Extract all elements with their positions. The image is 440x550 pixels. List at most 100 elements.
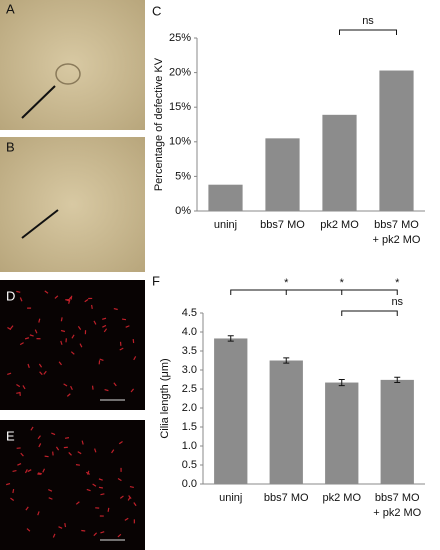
y-tick-label: 1.0 [182,440,197,452]
cilium [130,388,135,393]
y-tick-label: 10% [169,136,191,148]
x-tick-label: bbs7 MO [260,219,305,231]
cilium [37,435,41,440]
cilium [58,361,63,366]
bar [322,114,357,211]
cilium [25,506,29,511]
y-axis-label: Percentage of defective KV [153,57,165,191]
cilia [5,290,137,538]
cilium [133,502,137,507]
cilium [17,463,22,466]
cilium [128,495,132,500]
panel-label: E [6,428,15,443]
micrograph [0,137,145,272]
arrow [21,85,56,119]
bar [214,338,248,484]
y-tick-label: 0% [175,205,191,217]
cilium [44,455,49,458]
cilium [77,451,82,455]
cilium [38,443,42,448]
cilium [51,432,56,436]
cilium [37,472,42,475]
cilium [26,528,31,532]
cilium [98,486,103,489]
cilium [100,493,105,496]
cilium [10,325,14,330]
y-tick-label: 0.0 [182,478,197,490]
annotation: ns [391,296,403,308]
cilium [125,325,130,328]
cilium [37,511,40,516]
cilium [87,470,90,475]
y-tick-label: 5% [175,170,191,182]
cilium [93,320,97,325]
cilium [60,317,63,322]
cilium [91,304,93,310]
bar [265,138,300,211]
x-tick-label: pk2 MO [322,492,361,504]
panel-label: D [6,288,15,303]
cilium [81,440,84,445]
cilium [68,296,72,301]
cilium [121,318,127,321]
panel-label: A [6,1,15,16]
cilium [68,451,72,456]
annotation: * [340,277,345,289]
error-bar [338,379,345,387]
cilium [7,372,12,375]
cilium [92,483,97,487]
cilium [64,523,67,528]
error-bar [283,357,290,364]
cilium [38,363,43,368]
y-tick-label: 2.5 [182,383,197,395]
cilium [70,351,75,355]
cilium [119,347,124,351]
cilium [10,497,15,501]
cilium [44,290,49,294]
cilium [91,385,94,390]
cilium [68,299,71,304]
bracket [341,310,398,316]
cilium [84,299,89,303]
x-tick-label: pk2 MO [320,219,359,231]
cilium [19,297,23,302]
cilium [113,382,117,387]
cilium [19,342,24,346]
x-tick-label: bbs7 MO + pk2 MO [373,492,421,519]
y-tick-label: 2.0 [182,402,197,414]
bracket [339,29,397,35]
bar [379,70,414,211]
cilium [48,489,53,492]
panel-label: F [152,273,160,288]
cilium [7,327,12,331]
cilium [71,334,75,339]
kv-outline [55,63,81,85]
cilium [55,446,60,451]
cilium [34,329,38,334]
cilium [48,497,53,500]
cilium [12,488,15,494]
cilium [86,488,91,492]
cilium [58,526,63,529]
cilium [42,468,46,473]
cilium [70,295,73,300]
cilium [54,295,59,299]
cilium [107,507,110,512]
x-tick-label: bbs7 MO [264,492,309,504]
error-bar [227,335,234,342]
annotation: * [395,277,400,289]
cilium [24,337,30,340]
y-tick-label: 20% [169,67,191,79]
cilium [75,464,81,466]
cilium [98,478,103,481]
cilium [27,363,30,368]
cilium [93,532,98,537]
cilium [117,478,122,482]
x-tick-label: uninj [214,219,237,231]
cilium [101,317,107,320]
cilium [94,448,97,453]
bracket [230,289,398,295]
cilium [66,393,71,397]
bar [208,184,243,211]
